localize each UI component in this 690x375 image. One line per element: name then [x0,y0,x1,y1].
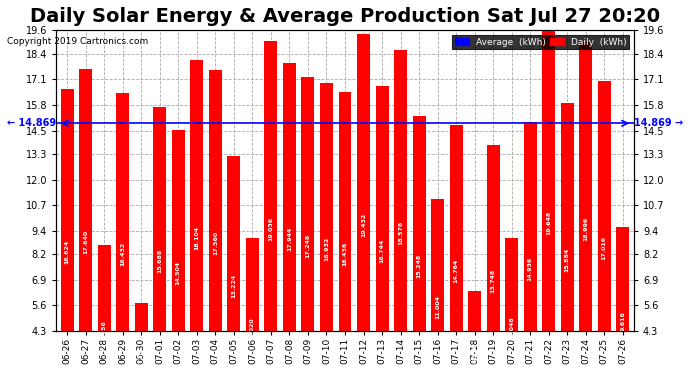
Text: 15.248: 15.248 [417,254,422,278]
Text: 9.048: 9.048 [509,317,514,336]
Bar [264,41,277,375]
Bar [375,86,388,375]
Text: 16.744: 16.744 [380,239,384,263]
Text: 17.248: 17.248 [306,234,310,258]
Legend: Average  (kWh), Daily  (kWh): Average (kWh), Daily (kWh) [453,35,629,49]
Bar [561,104,574,375]
Bar [98,245,110,375]
Bar [209,70,221,375]
Bar [190,60,204,375]
Bar [413,116,426,375]
Text: 19.648: 19.648 [546,210,551,234]
Bar [172,130,185,375]
Text: 13.748: 13.748 [491,268,495,292]
Text: 14.869 →: 14.869 → [634,118,683,128]
Text: 14.936: 14.936 [528,256,533,281]
Text: Copyright 2019 Cartronics.com: Copyright 2019 Cartronics.com [7,38,148,46]
Text: 16.432: 16.432 [120,242,126,266]
Bar [228,156,240,375]
Bar [302,76,315,375]
Text: 19.036: 19.036 [268,216,273,240]
Bar [598,81,611,375]
Text: ← 14.869: ← 14.869 [7,118,56,128]
Text: 19.432: 19.432 [361,212,366,237]
Text: 17.016: 17.016 [602,236,607,260]
Text: 17.944: 17.944 [287,227,292,251]
Bar [135,303,148,375]
Text: 17.640: 17.640 [83,230,88,254]
Text: 13.224: 13.224 [231,273,237,298]
Text: 15.884: 15.884 [564,247,570,272]
Bar [616,226,629,375]
Text: 16.624: 16.624 [65,240,70,264]
Bar [283,63,296,375]
Bar [320,83,333,375]
Bar [153,107,166,375]
Text: 6.316: 6.316 [472,344,477,363]
Text: 9.020: 9.020 [250,317,255,337]
Bar [505,238,518,375]
Bar [469,291,481,375]
Text: 14.764: 14.764 [453,258,459,282]
Bar [450,125,462,375]
Text: 15.688: 15.688 [157,249,162,273]
Title: Daily Solar Energy & Average Production Sat Jul 27 20:20: Daily Solar Energy & Average Production … [30,7,660,26]
Text: 5.720: 5.720 [139,350,144,369]
Text: 16.436: 16.436 [342,242,348,266]
Text: 8.656: 8.656 [101,321,107,340]
Text: 16.932: 16.932 [324,237,329,261]
Text: 18.996: 18.996 [583,217,589,241]
Bar [394,50,407,375]
Text: 17.560: 17.560 [213,231,218,255]
Bar [524,122,537,375]
Text: 18.104: 18.104 [195,225,199,250]
Bar [79,69,92,375]
Bar [116,93,129,375]
Text: 14.504: 14.504 [176,261,181,285]
Bar [61,89,74,375]
Bar [246,238,259,375]
Bar [580,42,592,375]
Bar [357,34,370,375]
Bar [542,29,555,375]
Bar [431,199,444,375]
Bar [339,93,351,375]
Text: 9.616: 9.616 [620,311,625,331]
Text: 11.004: 11.004 [435,296,440,320]
Text: 18.576: 18.576 [398,221,403,245]
Bar [486,145,500,375]
